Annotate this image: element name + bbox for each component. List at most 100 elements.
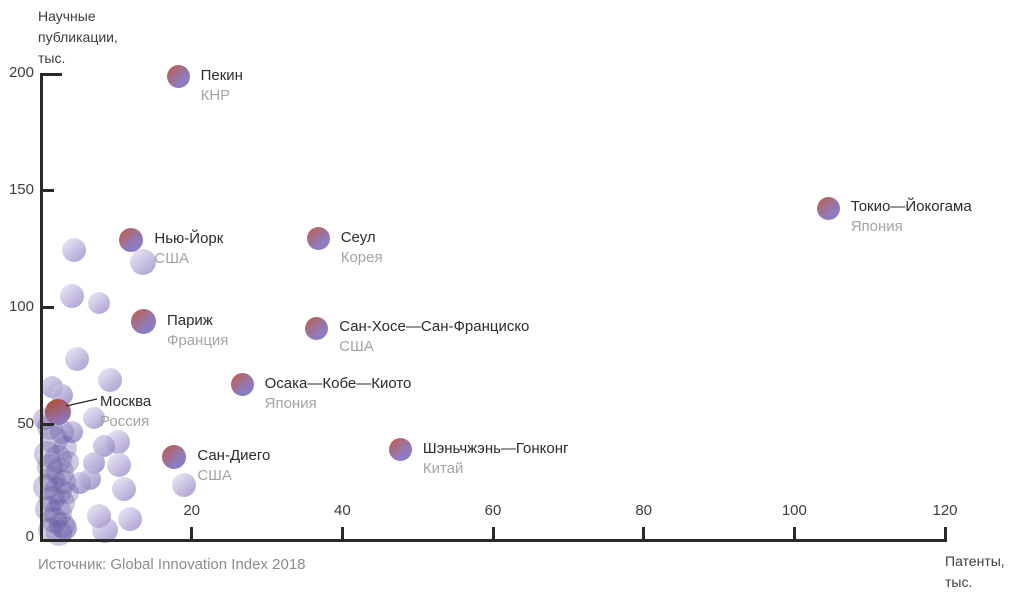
background-bubble (34, 441, 61, 468)
background-bubble (92, 435, 115, 458)
city-name: Осака—Кобе—Киото (264, 374, 412, 392)
background-bubble (43, 477, 72, 506)
country-name: Россия (100, 413, 150, 430)
background-bubble (53, 516, 78, 541)
background-bubble (97, 368, 122, 393)
country-name: США (154, 250, 189, 268)
x-tick-mark (491, 527, 495, 539)
x-tick-mark (792, 527, 796, 539)
background-bubble (111, 477, 136, 502)
background-bubble (62, 237, 87, 262)
y-axis-title: Научные публикации, тыс. (38, 6, 118, 69)
background-bubble (43, 499, 72, 528)
background-bubble (69, 472, 92, 495)
city-label: Москва Россия (100, 392, 151, 432)
city-bubble (130, 309, 156, 335)
y-tick-mark (43, 305, 54, 309)
city-name: Пекин (200, 66, 243, 84)
city-label: Париж Франция (167, 311, 228, 351)
y-axis-top-cap (40, 73, 62, 76)
country-name: США (197, 466, 232, 484)
background-bubble (60, 421, 83, 444)
city-name: Шэньчжэнь—Гонконг (422, 439, 569, 457)
city-label: Пекин КНР (201, 66, 243, 106)
city-name: Сан-Хосе—Сан-Франциско (339, 318, 530, 336)
y-tick-label: 100 (8, 298, 34, 315)
country-name: Китай (422, 459, 464, 477)
x-axis-title-line: Патенты, (945, 553, 1005, 569)
city-label: Нью-Йорк США (154, 229, 223, 269)
y-tick-label: 50 (17, 415, 34, 432)
background-bubble (33, 474, 60, 501)
city-name: Токио—Йокогама (850, 198, 972, 216)
country-name: Япония (264, 394, 317, 412)
background-bubble (88, 291, 110, 314)
background-bubble (39, 426, 68, 455)
x-axis-title: Патенты, тыс. (945, 551, 1005, 593)
x-axis-end-cap (944, 527, 947, 541)
y-axis-title-line: Научные (38, 8, 96, 24)
background-bubble (49, 490, 76, 517)
city-bubble (816, 196, 840, 220)
background-bubble (43, 445, 72, 474)
city-bubble (306, 227, 330, 251)
y-tick-mark (43, 188, 54, 192)
city-bubble (166, 65, 190, 89)
x-axis-title-line: тыс. (945, 574, 973, 590)
background-bubble (106, 453, 131, 478)
background-bubble (65, 347, 90, 372)
y-axis-line (40, 73, 43, 541)
y-axis-title-line: публикации, (38, 29, 118, 45)
country-name: США (339, 338, 374, 356)
city-label: Сан-Хосе—Сан-Франциско США (339, 317, 529, 357)
background-bubble (117, 507, 142, 531)
background-bubble (51, 470, 76, 495)
country-name: Франция (166, 331, 229, 349)
y-tick-label: 150 (8, 181, 34, 198)
background-bubble (39, 466, 66, 493)
x-tick-mark (190, 527, 194, 539)
city-bubble (119, 228, 144, 253)
city-bubble (305, 316, 329, 340)
y-tick-label: 200 (8, 64, 34, 81)
city-label: Шэньчжэнь—Гонконг Китай (423, 439, 569, 479)
city-name: Москва (100, 393, 152, 410)
city-label: Осака—Кобе—Киото Япония (265, 374, 412, 414)
city-name: Сеул (340, 228, 376, 246)
city-name: Сан-Диего (197, 446, 271, 464)
background-bubble (57, 451, 80, 474)
x-tick-label: 120 (932, 502, 958, 519)
x-axis-line (40, 539, 947, 542)
background-bubble (53, 436, 78, 461)
background-bubble (172, 473, 197, 498)
country-name: КНР (200, 86, 231, 104)
x-tick-mark (340, 527, 344, 539)
city-label: Сеул Корея (341, 228, 383, 268)
background-bubble (49, 512, 76, 539)
city-bubble (162, 444, 187, 469)
x-tick-label: 20 (183, 502, 200, 519)
x-tick-mark (642, 527, 646, 539)
country-name: Корея (340, 248, 383, 266)
city-label: Сан-Диего США (197, 446, 270, 486)
background-bubble (34, 496, 61, 523)
y-axis-title-line: тыс. (38, 50, 66, 66)
background-bubble (130, 248, 157, 275)
background-bubble (57, 482, 80, 505)
y-tick-label: 0 (25, 528, 34, 545)
background-bubble (59, 284, 84, 309)
city-bubble (388, 438, 412, 462)
background-bubble (87, 503, 111, 528)
city-name: Париж (166, 311, 213, 329)
background-bubble (82, 407, 105, 430)
y-tick-mark (43, 422, 54, 426)
x-tick-label: 60 (484, 502, 502, 519)
city-bubble (230, 373, 254, 397)
source-note: Источник: Global Innovation Index 2018 (38, 556, 306, 573)
background-bubble (39, 486, 66, 513)
background-bubble (45, 458, 74, 487)
city-name: Нью-Йорк (154, 230, 224, 248)
city-label: Токио—Йокогама Япония (851, 197, 972, 237)
